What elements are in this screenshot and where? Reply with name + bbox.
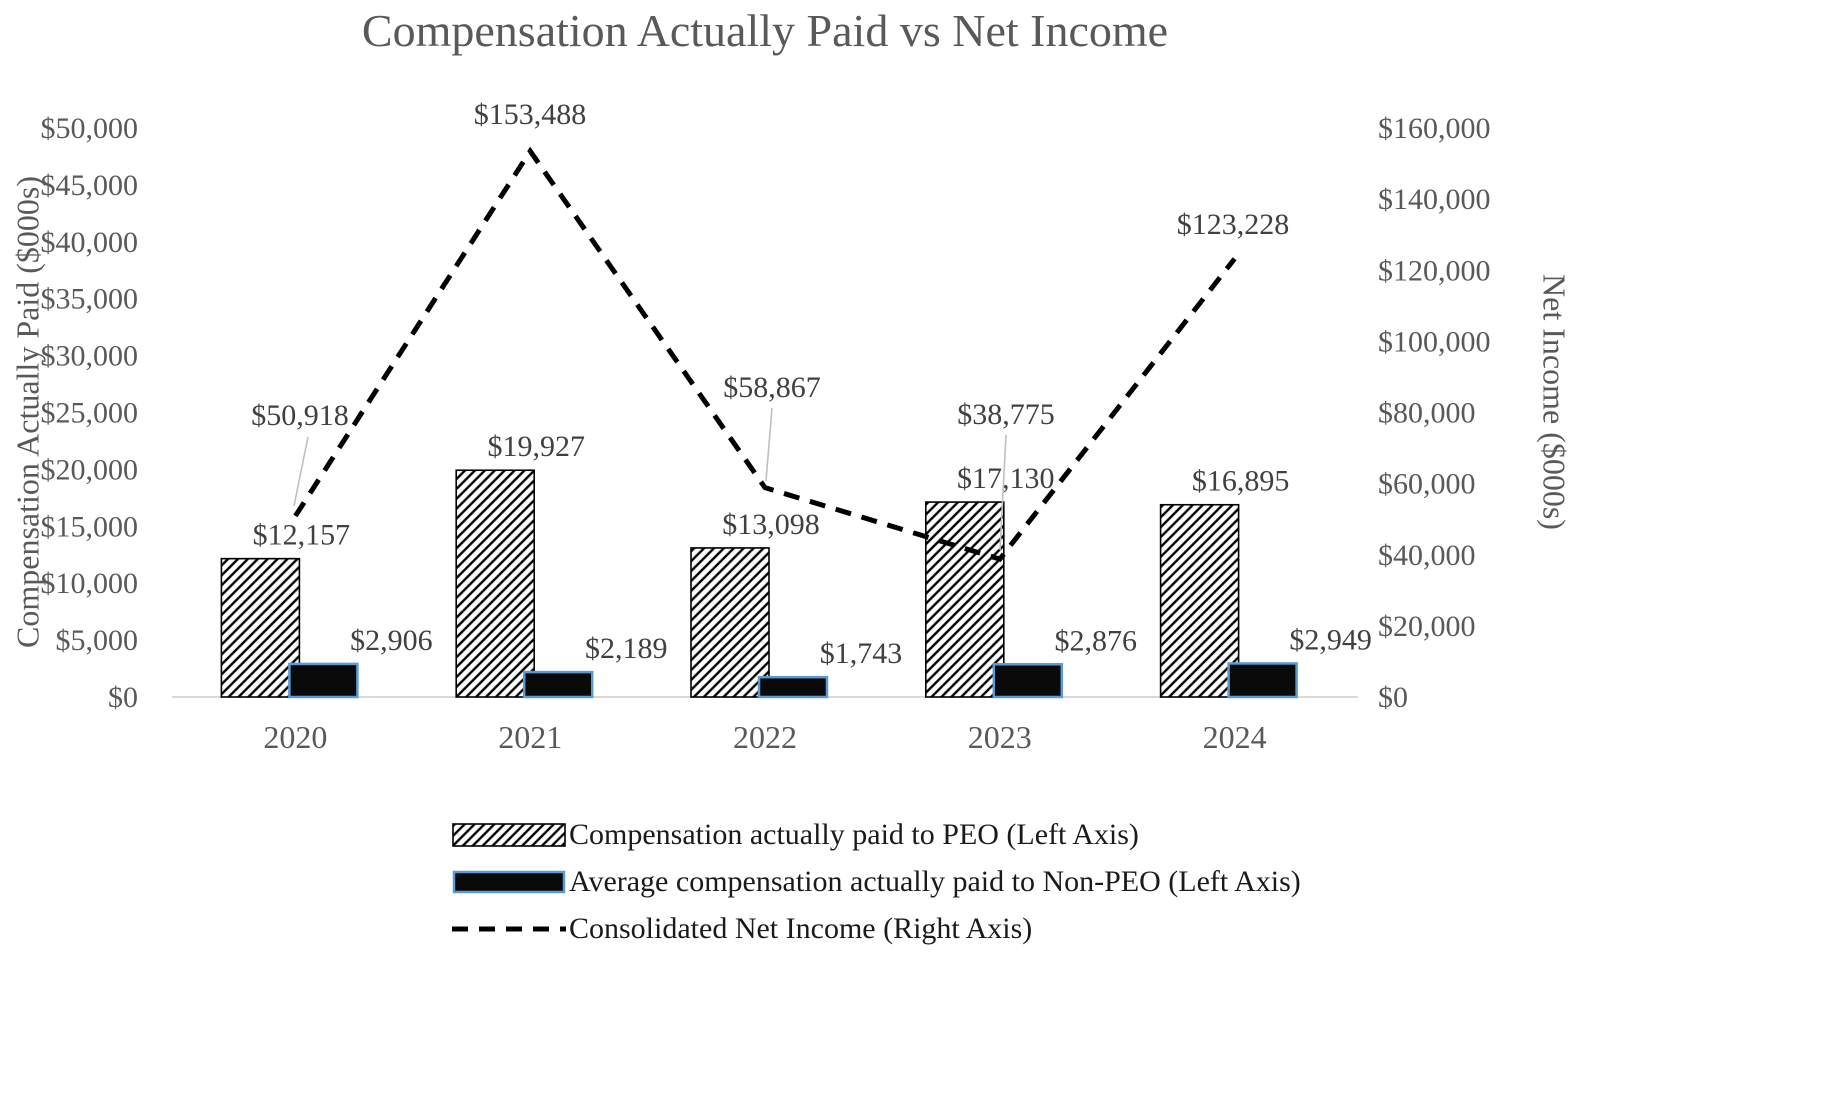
left-axis-tick: $15,000: [41, 510, 139, 543]
bar-label-nonpeo-2024: $2,949: [1289, 623, 1372, 656]
bar-label-peo-2021: $19,927: [487, 430, 585, 463]
legend: Compensation actually paid to PEO (Left …: [452, 816, 1301, 948]
net-income-label-2020: $50,918: [251, 399, 349, 432]
x-axis-label-2022: 2022: [733, 719, 797, 755]
bar-peo-2023: [924, 501, 1005, 698]
right-axis-tick: $100,000: [1378, 325, 1491, 358]
bar-peo-2020: [220, 557, 301, 698]
left-axis-tick: $25,000: [41, 397, 139, 430]
bar-label-nonpeo-2022: $1,743: [820, 637, 903, 670]
bar-peo-2022: [690, 547, 770, 698]
legend-swatch-peo-hatched: [452, 823, 566, 847]
label-leader-line: [293, 436, 309, 507]
bar-nonpeo-2024: [1227, 662, 1298, 699]
left-axis-tick: $45,000: [41, 169, 139, 202]
left-axis-tick: $35,000: [41, 283, 139, 316]
net-income-label-2024: $123,228: [1177, 208, 1290, 241]
bar-label-peo-2022: $13,098: [722, 508, 820, 541]
bar-nonpeo-2022: [757, 675, 829, 699]
bar-label-nonpeo-2023: $2,876: [1055, 624, 1138, 657]
net-income-label-2022: $58,867: [723, 371, 821, 404]
x-axis-label-2021: 2021: [498, 719, 562, 755]
left-axis-tick: $20,000: [41, 453, 139, 486]
x-axis-label-2023: 2023: [968, 719, 1032, 755]
left-axis-tick: $5,000: [56, 624, 139, 657]
legend-item-nonpeo: Average compensation actually paid to No…: [452, 863, 1301, 901]
x-axis-label-2024: 2024: [1203, 719, 1267, 755]
bar-nonpeo-2021: [522, 670, 594, 699]
bar-label-peo-2020: $12,157: [253, 519, 351, 552]
right-axis-tick: $140,000: [1378, 183, 1491, 216]
net-income-line: [293, 146, 1237, 562]
legend-item-peo: Compensation actually paid to PEO (Left …: [452, 816, 1301, 854]
bar-peo-2024: [1159, 503, 1240, 698]
right-axis-tick: $0: [1378, 681, 1408, 714]
net-income-label-2021: $153,488: [474, 98, 587, 131]
legend-label-peo: Compensation actually paid to PEO (Left …: [569, 818, 1139, 851]
right-axis-tick: $80,000: [1378, 397, 1476, 430]
bar-label-peo-2023: $17,130: [957, 462, 1055, 495]
legend-swatch-net-income-dashed: [452, 926, 566, 932]
bar-nonpeo-2020: [288, 662, 359, 699]
label-leader-line: [765, 407, 773, 482]
left-axis-tick: $10,000: [41, 567, 139, 600]
net-income-label-2023: $38,775: [957, 398, 1055, 431]
right-axis-tick: $60,000: [1378, 468, 1476, 501]
bar-label-nonpeo-2020: $2,906: [350, 624, 433, 657]
label-leader-line: [999, 434, 1007, 551]
legend-swatch-nonpeo-solid: [452, 870, 566, 894]
right-axis-tick: $20,000: [1378, 610, 1476, 643]
left-axis-tick: $0: [108, 681, 138, 714]
left-axis-tick: $40,000: [41, 226, 139, 259]
bar-label-peo-2024: $16,895: [1192, 465, 1290, 498]
x-axis-label-2020: 2020: [263, 719, 327, 755]
left-axis-tick: $50,000: [41, 112, 139, 145]
bar-label-nonpeo-2021: $2,189: [585, 632, 668, 665]
legend-label-nonpeo: Average compensation actually paid to No…: [569, 865, 1301, 898]
right-axis-tick: $120,000: [1378, 254, 1491, 287]
bar-nonpeo-2023: [992, 663, 1064, 699]
legend-label-net-income: Consolidated Net Income (Right Axis): [569, 912, 1033, 945]
chart-title: Compensation Actually Paid vs Net Income: [361, 5, 1169, 56]
legend-item-net-income: Consolidated Net Income (Right Axis): [452, 910, 1301, 948]
bar-peo-2021: [455, 469, 536, 698]
left-axis-tick: $30,000: [41, 340, 139, 373]
right-axis-tick: $160,000: [1378, 112, 1491, 145]
right-axis-tick: $40,000: [1378, 539, 1476, 572]
